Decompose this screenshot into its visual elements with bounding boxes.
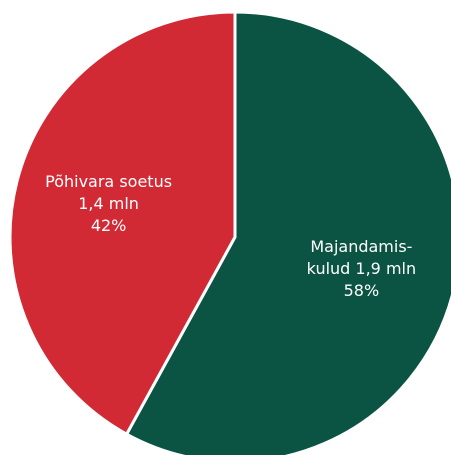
slice-value-label: 58%: [344, 281, 380, 300]
slice-value-label: 42%: [91, 216, 127, 235]
slice-label: 1,4 mln: [78, 194, 139, 213]
slice-label: kulud 1,9 mln: [307, 259, 416, 278]
slice-label: Majandamis-: [310, 237, 412, 256]
slice-label: Põhivara soetus: [45, 172, 172, 191]
pie-slice: [8, 10, 237, 437]
pie-slice: [124, 10, 451, 455]
